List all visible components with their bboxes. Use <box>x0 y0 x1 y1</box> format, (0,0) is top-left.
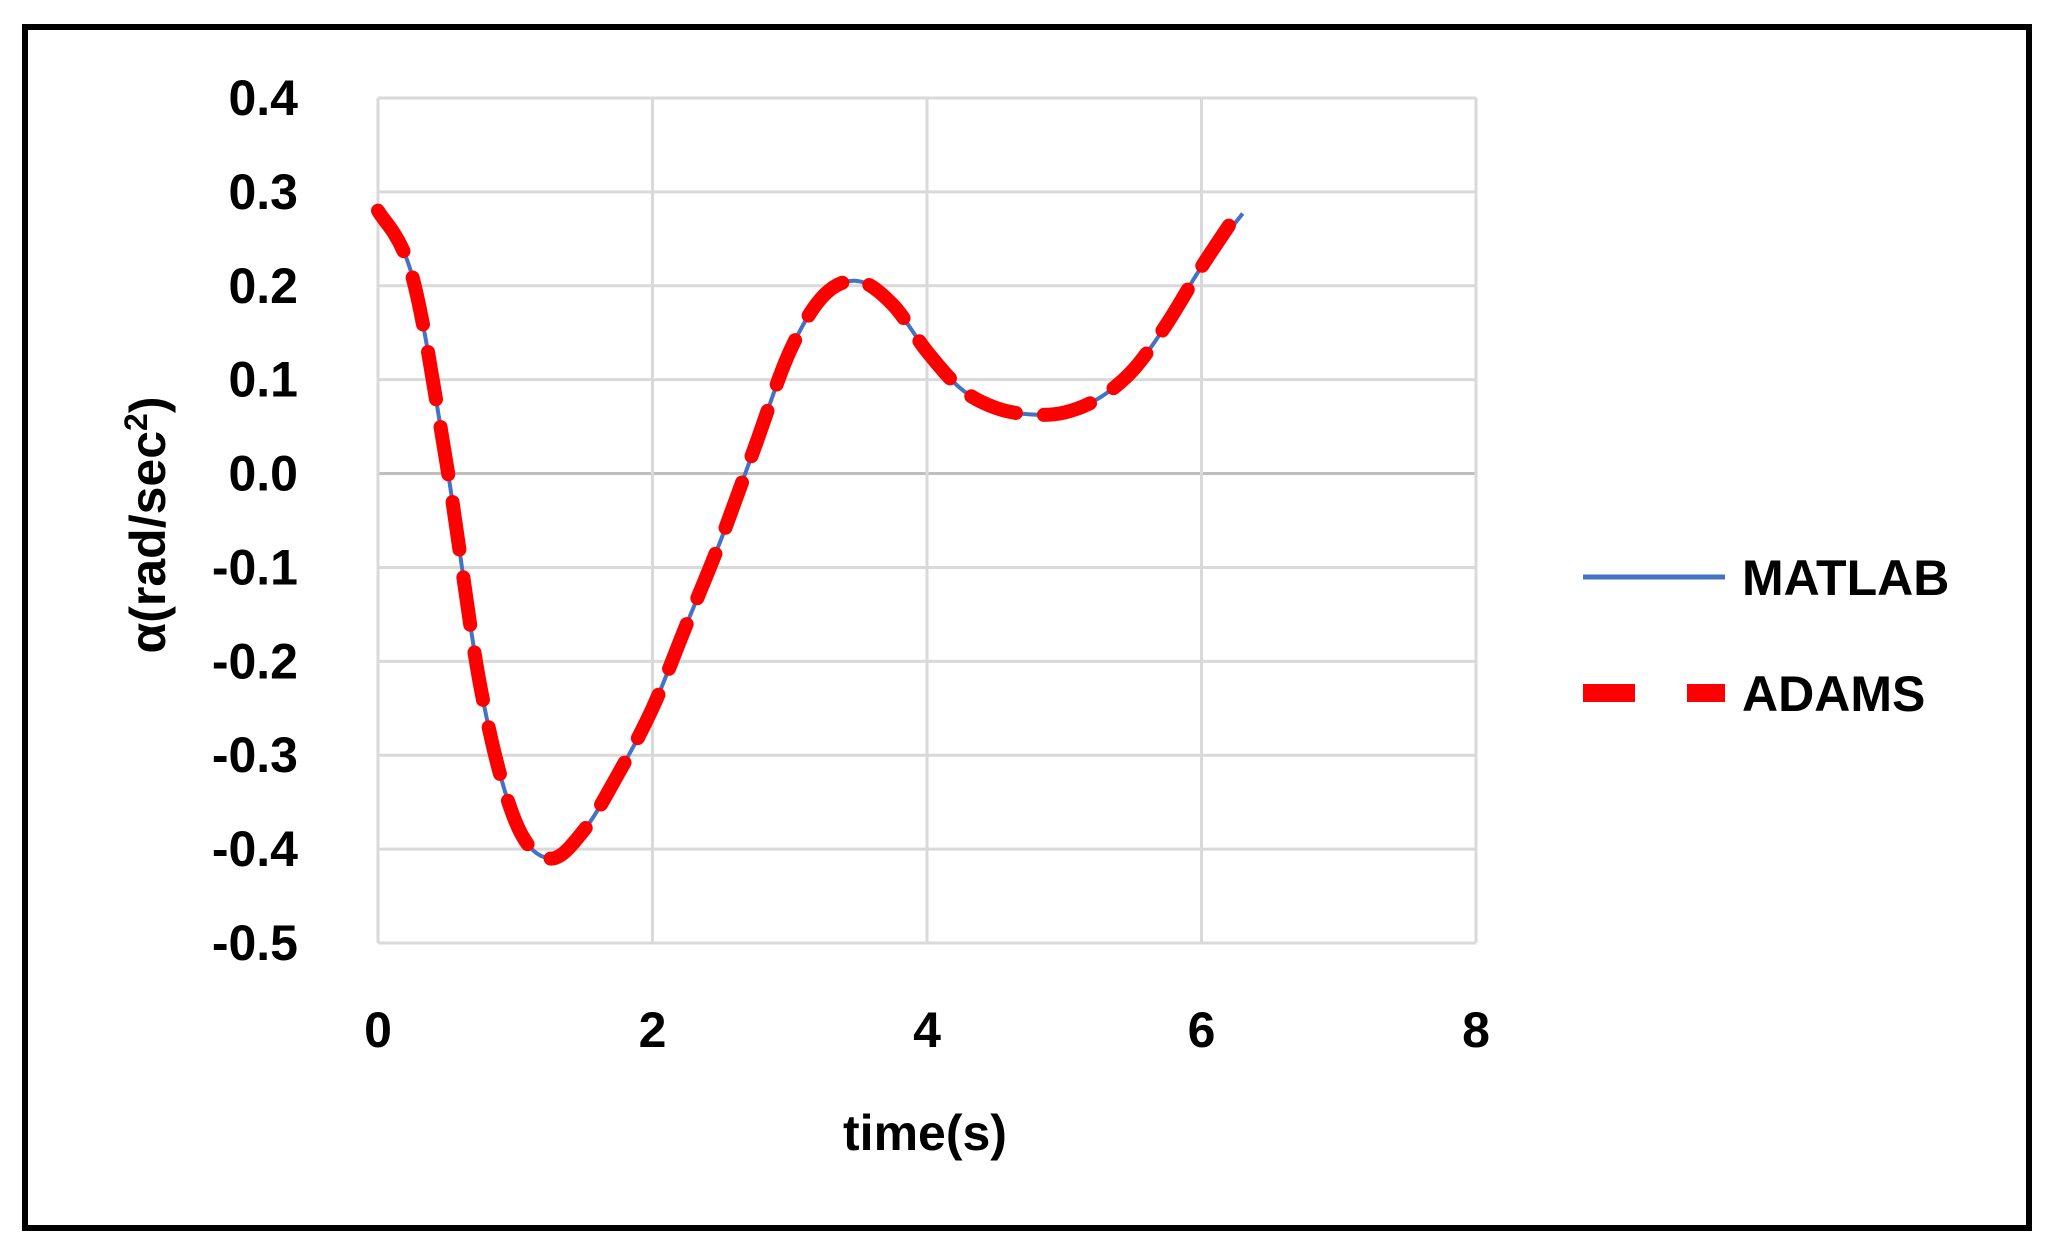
legend-label-matlab: MATLAB <box>1742 550 1949 606</box>
x-tick-label: 8 <box>1462 1002 1490 1058</box>
y-tick-label: 0.2 <box>228 258 298 314</box>
y-tick-labels: 0.4 0.3 0.2 0.1 0.0 -0.1 -0.2 -0.3 -0.4 -0.5 <box>212 70 298 971</box>
series-line-adams <box>371 203 1243 866</box>
y-axis-title-main: α(rad/sec <box>120 431 176 654</box>
y-axis-title-superscript: 2 <box>118 413 154 431</box>
x-tick-label: 0 <box>364 1002 392 1058</box>
y-tick-label: -0.4 <box>212 821 298 877</box>
y-axis-title-close: ) <box>120 397 176 414</box>
x-tick-label: 4 <box>913 1002 941 1058</box>
x-axis-title: time(s) <box>843 1105 1007 1161</box>
grid <box>376 96 1478 945</box>
x-tick-labels: 0 2 4 6 8 <box>364 1002 1490 1058</box>
y-tick-label: 0.0 <box>228 446 298 502</box>
legend-item-matlab: MATLAB <box>1583 550 1949 606</box>
legend: MATLAB ADAMS <box>1583 550 1949 722</box>
y-tick-label: -0.3 <box>212 727 298 783</box>
y-axis-title: α(rad/sec2) <box>118 397 176 654</box>
x-tick-label: 2 <box>639 1002 667 1058</box>
y-tick-label: 0.3 <box>228 164 298 220</box>
legend-label-adams: ADAMS <box>1742 666 1925 722</box>
y-tick-label: -0.1 <box>212 539 298 595</box>
figure-frame <box>22 24 2032 1231</box>
y-tick-label: -0.2 <box>212 633 298 689</box>
y-tick-label: 0.1 <box>228 352 298 408</box>
y-tick-label: 0.4 <box>228 70 298 126</box>
series-layer <box>371 203 1245 866</box>
y-tick-label: -0.5 <box>212 915 298 971</box>
x-tick-label: 6 <box>1188 1002 1216 1058</box>
legend-item-adams: ADAMS <box>1583 666 1925 722</box>
